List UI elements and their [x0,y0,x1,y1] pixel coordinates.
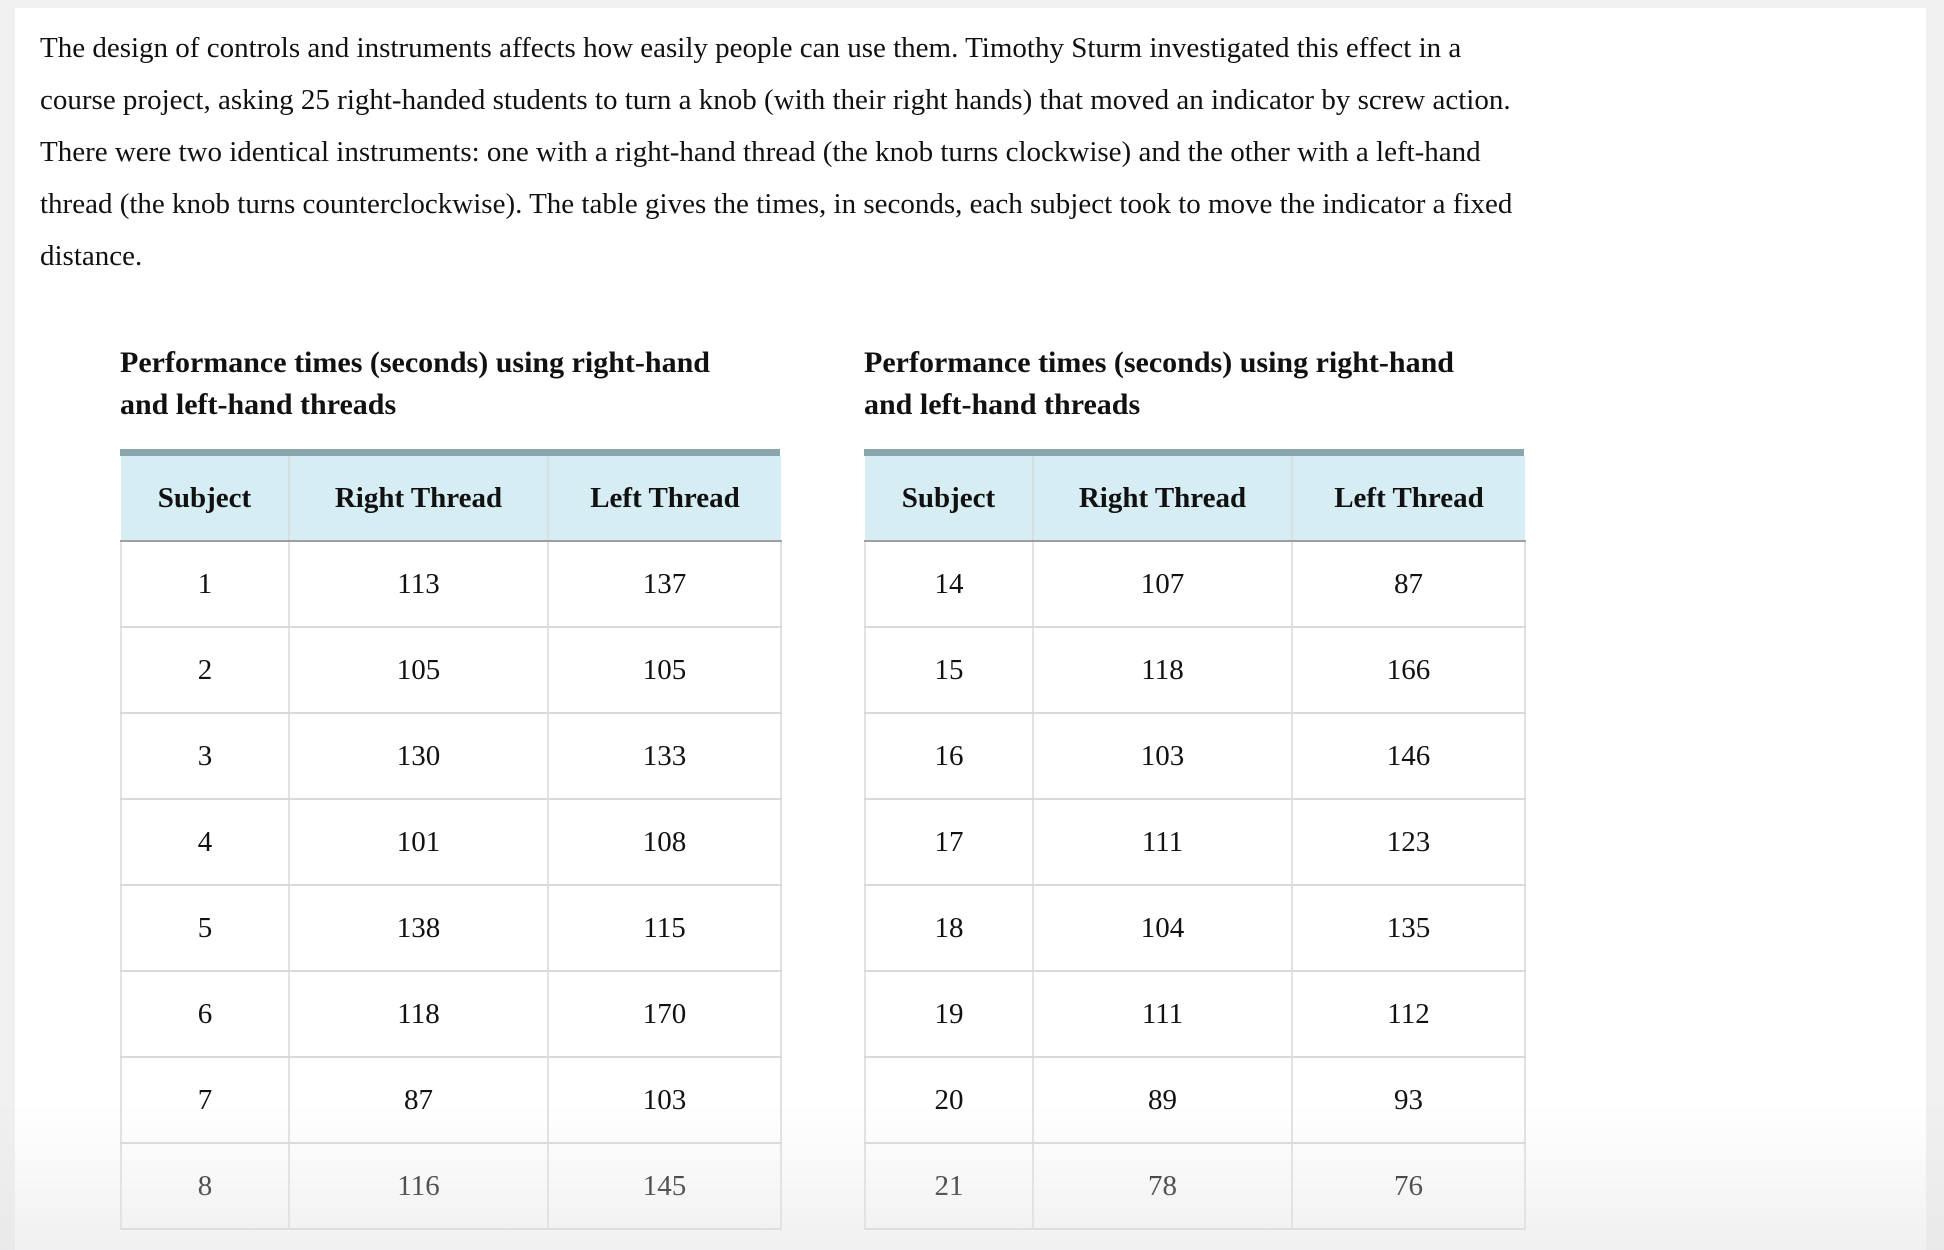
cell-right-thread: 118 [1032,627,1293,714]
cell-subject: 4 [120,799,290,886]
table-row: 3 130 133 [120,713,782,800]
table-row: 20 89 93 [864,1057,1526,1144]
table-title-right: Performance times (seconds) using right-… [864,346,1454,421]
cell-right-thread: 101 [288,799,549,886]
table-row: 17 111 123 [864,799,1526,886]
column-header-subject: Subject [865,456,1034,542]
cell-subject: 15 [864,627,1034,714]
cell-subject: 5 [120,885,290,972]
cell-right-thread: 78 [1032,1143,1293,1230]
cell-left-thread: 123 [1291,799,1526,886]
cell-subject: 2 [120,627,290,714]
table-row: 7 87 103 [120,1057,782,1144]
cell-right-thread: 118 [288,971,549,1058]
table-top-border-left [120,449,780,456]
cell-subject: 3 [120,713,290,800]
column-header-left-thread: Left Thread [548,456,781,542]
table-row: 8 116 145 [120,1143,782,1230]
cell-left-thread: 112 [1291,971,1526,1058]
cell-right-thread: 111 [1032,971,1293,1058]
cell-subject: 18 [864,885,1034,972]
cell-left-thread: 115 [547,885,782,972]
cell-right-thread: 116 [288,1143,549,1230]
table-block-left: Performance times (seconds) using right-… [120,342,782,1230]
table-row: 14 107 87 [864,541,1526,628]
cell-left-thread: 76 [1291,1143,1526,1230]
tables-row: Performance times (seconds) using right-… [15,342,1926,1230]
cell-left-thread: 105 [547,627,782,714]
performance-table-right: Subject Right Thread Left Thread 14 107 … [864,456,1526,1230]
table-row: 2 105 105 [120,627,782,714]
table-top-border-right [864,449,1524,456]
cell-subject: 16 [864,713,1034,800]
table-row: 18 104 135 [864,885,1526,972]
cell-left-thread: 135 [1291,885,1526,972]
table-row: 15 118 166 [864,627,1526,714]
cell-left-thread: 93 [1291,1057,1526,1144]
cell-left-thread: 87 [1291,541,1526,628]
cell-right-thread: 113 [288,541,549,628]
cell-left-thread: 137 [547,541,782,628]
cell-subject: 6 [120,971,290,1058]
cell-subject: 21 [864,1143,1034,1230]
cell-subject: 8 [120,1143,290,1230]
table-row: 19 111 112 [864,971,1526,1058]
cell-subject: 7 [120,1057,290,1144]
cell-right-thread: 104 [1032,885,1293,972]
table-row: 21 78 76 [864,1143,1526,1230]
table-block-right: Performance times (seconds) using right-… [864,342,1526,1230]
column-header-right-thread: Right Thread [289,456,549,542]
document-page: The design of controls and instruments a… [15,8,1926,1250]
cell-right-thread: 111 [1032,799,1293,886]
cell-left-thread: 108 [547,799,782,886]
cell-left-thread: 133 [547,713,782,800]
table-row: 5 138 115 [120,885,782,972]
cell-left-thread: 166 [1291,627,1526,714]
cell-right-thread: 87 [288,1057,549,1144]
cell-left-thread: 170 [547,971,782,1058]
cell-right-thread: 130 [288,713,549,800]
cell-subject: 14 [864,541,1034,628]
table-header-row: Subject Right Thread Left Thread [121,456,781,542]
column-header-right-thread: Right Thread [1033,456,1293,542]
cell-subject: 1 [120,541,290,628]
cell-right-thread: 105 [288,627,549,714]
table-row: 6 118 170 [120,971,782,1058]
table-row: 16 103 146 [864,713,1526,800]
column-header-left-thread: Left Thread [1292,456,1525,542]
column-header-subject: Subject [121,456,290,542]
intro-paragraph: The design of controls and instruments a… [40,32,1513,272]
table-row: 1 113 137 [120,541,782,628]
cell-subject: 19 [864,971,1034,1058]
cell-subject: 20 [864,1057,1034,1144]
cell-left-thread: 146 [1291,713,1526,800]
cell-right-thread: 89 [1032,1057,1293,1144]
cell-left-thread: 103 [547,1057,782,1144]
cell-right-thread: 107 [1032,541,1293,628]
cell-right-thread: 103 [1032,713,1293,800]
table-title-left: Performance times (seconds) using right-… [120,346,710,421]
table-row: 4 101 108 [120,799,782,886]
table-header-row: Subject Right Thread Left Thread [865,456,1525,542]
performance-table-left: Subject Right Thread Left Thread 1 113 1… [120,456,782,1230]
cell-subject: 17 [864,799,1034,886]
cell-left-thread: 145 [547,1143,782,1230]
cell-right-thread: 138 [288,885,549,972]
